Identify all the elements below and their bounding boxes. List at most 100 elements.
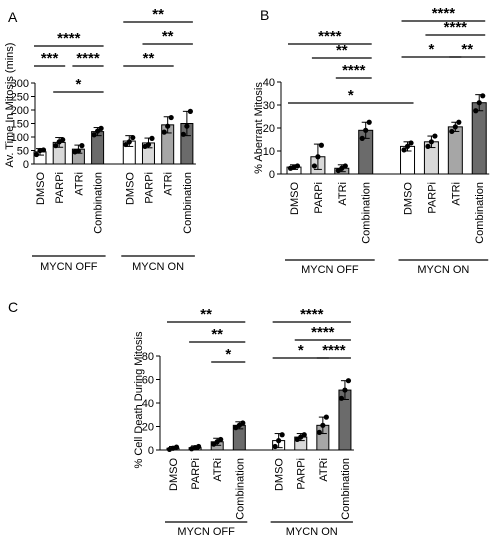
bar [447, 126, 463, 175]
data-point [168, 114, 174, 121]
data-point [359, 135, 365, 141]
data-point [480, 93, 486, 99]
x-category-label: DMSO [403, 182, 415, 215]
y-tick-label: 20 [142, 422, 154, 434]
significance-label: * [429, 41, 435, 58]
data-point [40, 147, 47, 153]
significance-label: *** [41, 50, 59, 67]
significance-label: ** [162, 28, 174, 45]
y-tick-label: 60 [142, 375, 154, 387]
data-point [180, 131, 186, 137]
x-category-label: DMSO [274, 458, 286, 491]
significance-label: * [348, 87, 354, 104]
group-label: MYCN ON [417, 264, 469, 276]
significance-label: **** [322, 342, 346, 359]
significance-label: ** [461, 41, 473, 58]
significance-label: **** [300, 306, 324, 323]
data-point [363, 127, 369, 133]
data-point [320, 422, 326, 428]
x-category-label: PARPi [426, 182, 438, 214]
x-category-label: Combination [93, 172, 105, 234]
y-tick-label: 30 [263, 100, 275, 112]
data-point [165, 123, 171, 129]
x-category-label: ATRi [163, 172, 175, 196]
y-tick-label: 150 [11, 119, 29, 131]
data-point [345, 378, 352, 384]
data-point [173, 444, 180, 450]
data-point [218, 436, 224, 443]
y-tick-label: 40 [263, 77, 275, 89]
data-point [75, 148, 81, 154]
y-tick-label: 250 [11, 92, 29, 104]
y-tick-label: 0 [23, 159, 29, 171]
x-category-label: PARPi [296, 458, 308, 490]
data-point [432, 133, 438, 139]
data-point [33, 151, 40, 158]
x-category-label: ATRi [212, 458, 224, 482]
y-tick-label: 20 [263, 123, 275, 135]
data-point [161, 129, 167, 135]
data-point [338, 395, 345, 401]
data-point [473, 108, 479, 114]
data-point [272, 443, 278, 450]
group-label: MYCN ON [132, 261, 184, 273]
data-point [476, 100, 482, 106]
data-point [130, 134, 136, 141]
x-category-label: PARPi [313, 182, 325, 214]
x-category-label: PARPi [190, 458, 202, 490]
x-category-label: Combination [474, 182, 486, 244]
data-point [184, 123, 190, 129]
y-tick-label: 40 [142, 398, 154, 410]
significance-label: **** [432, 5, 456, 22]
significance-label: ** [143, 50, 155, 67]
data-point [318, 142, 324, 148]
x-category-label: ATRi [337, 182, 349, 206]
significance-label: * [225, 346, 231, 363]
x-category-label: DMSO [35, 172, 47, 205]
y-tick-label: 50 [17, 146, 29, 158]
panel-letter: B [260, 7, 269, 23]
data-point [452, 124, 458, 130]
panel-letter: C [8, 299, 18, 315]
data-point [301, 432, 307, 438]
data-point [315, 154, 321, 160]
data-point [428, 139, 435, 145]
x-category-label: ATRi [318, 458, 330, 482]
x-category-label: DMSO [168, 458, 180, 491]
x-category-label: Combination [234, 458, 246, 520]
data-point [149, 135, 155, 141]
data-point [53, 143, 59, 149]
bar [471, 102, 487, 175]
y-tick-label: 200 [11, 105, 29, 117]
significance-label: * [298, 342, 304, 359]
group-label: MYCN ON [286, 526, 338, 538]
x-category-label: PARPi [143, 172, 155, 204]
y-tick-label: 10 [263, 146, 275, 158]
data-point [145, 141, 152, 148]
data-point [276, 438, 282, 444]
data-point [449, 128, 455, 135]
y-tick-label: 100 [11, 132, 29, 144]
data-point [401, 147, 407, 153]
y-axis-label: Av. Time In Mitosis (mins) [4, 43, 16, 168]
group-label: MYCN OFF [301, 264, 359, 276]
x-category-label: Combination [361, 182, 373, 244]
data-point [456, 119, 462, 125]
data-point [98, 125, 104, 131]
data-point [79, 143, 85, 149]
significance-label: ** [211, 326, 223, 343]
group-label: MYCN OFF [177, 526, 235, 538]
significance-label: ** [200, 306, 212, 323]
y-tick-label: 0 [148, 445, 154, 457]
y-axis-label: % Cell Death During Mitosis [133, 331, 145, 468]
significance-label: **** [76, 50, 100, 67]
x-category-label: ATRi [450, 182, 462, 206]
data-point [95, 128, 101, 134]
y-tick-label: 80 [142, 351, 154, 363]
data-point [123, 141, 129, 148]
data-point [342, 163, 348, 169]
data-point [366, 119, 372, 125]
y-tick-label: 0 [269, 169, 275, 181]
data-point [126, 139, 132, 145]
data-point [425, 143, 431, 149]
